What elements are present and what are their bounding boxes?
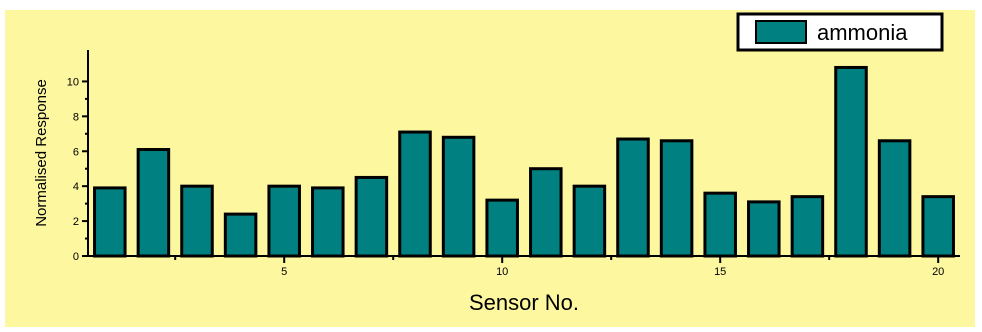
x-tick-label-5: 5 — [281, 266, 287, 278]
y-tick-label-4: 4 — [73, 181, 79, 193]
legend-label-ammonia: ammonia — [817, 20, 908, 45]
bar-sensor-16 — [747, 200, 781, 258]
bar-sensor-4 — [223, 212, 258, 258]
legend-swatch — [755, 20, 807, 44]
bar-sensor-15 — [703, 191, 737, 258]
bar-sensor-3 — [180, 184, 214, 258]
bar-sensor-9 — [441, 135, 476, 258]
y-tick-label-6: 6 — [73, 146, 79, 158]
bar-sensor-2 — [136, 148, 171, 258]
x-axis-title: Sensor No. — [469, 290, 579, 315]
y-tick-label-10: 10 — [67, 76, 79, 88]
y-tick-label-0: 0 — [73, 251, 79, 263]
y-tick-label-8: 8 — [73, 111, 79, 123]
ticks-layer: 0 2 4 6 8 10 5 10 15 20 — [67, 76, 945, 278]
bar-sensor-10 — [485, 198, 519, 258]
legend: ammonia — [736, 12, 944, 52]
bar-sensor-12 — [572, 184, 607, 258]
bar-sensor-19 — [877, 139, 912, 258]
bar-sensor-14 — [659, 139, 694, 258]
bar-sensor-18 — [834, 65, 868, 258]
y-axis-title: Normalised Response — [33, 79, 50, 227]
bar-sensor-20 — [921, 195, 955, 258]
x-tick-label-10: 10 — [496, 266, 508, 278]
bar-sensor-1 — [93, 186, 127, 258]
bar-sensor-17 — [790, 195, 825, 258]
bar-sensor-5 — [267, 184, 301, 258]
bar-sensor-8 — [398, 130, 432, 258]
bars-layer — [93, 65, 955, 258]
y-tick-label-2: 2 — [73, 216, 79, 228]
x-tick-label-20: 20 — [932, 266, 944, 278]
bar-sensor-7 — [354, 175, 389, 258]
x-tick-label-15: 15 — [714, 266, 726, 278]
bar-sensor-11 — [529, 167, 563, 258]
bar-sensor-13 — [616, 137, 650, 258]
bar-sensor-6 — [311, 186, 345, 258]
